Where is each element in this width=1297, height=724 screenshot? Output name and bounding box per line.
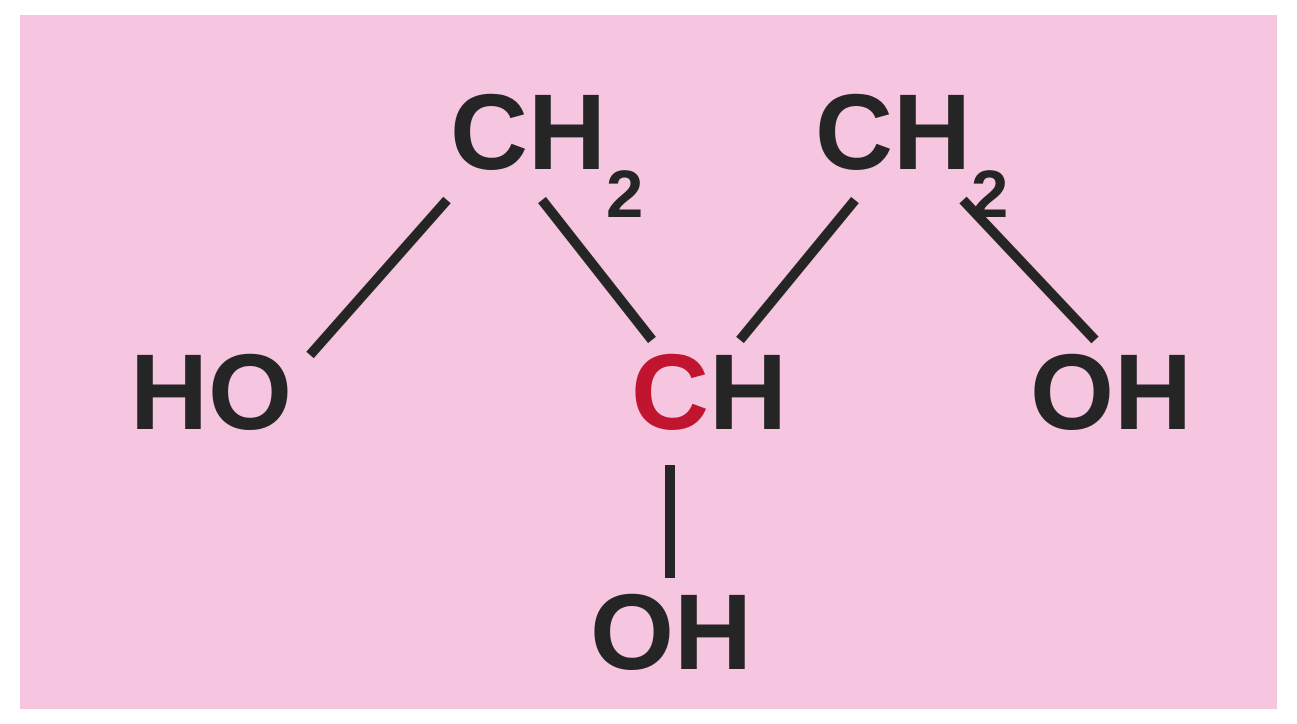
chemical-structure-diagram: CH2CH2HOCHOHOH	[20, 15, 1277, 709]
label-ho-left: HO	[130, 331, 292, 452]
label-oh-bottom: OH	[590, 571, 752, 692]
label-ch-center: CH	[631, 331, 787, 452]
label-oh-right: OH	[1030, 331, 1192, 452]
